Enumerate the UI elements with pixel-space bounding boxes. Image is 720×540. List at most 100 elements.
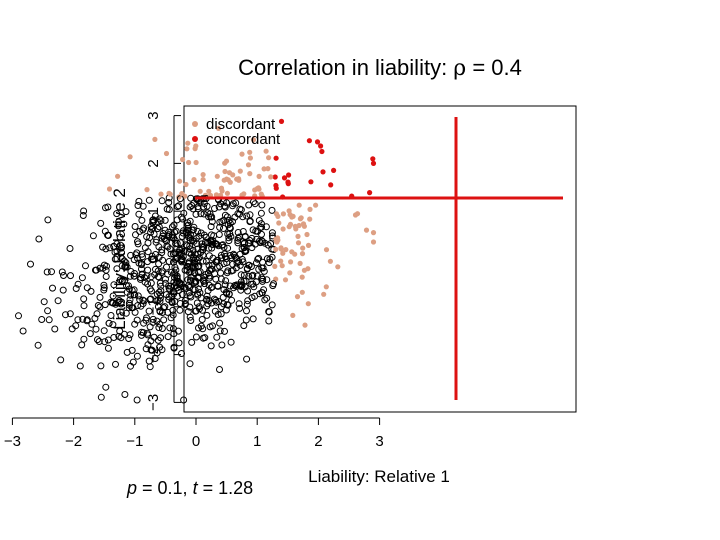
point (110, 281, 118, 289)
point (165, 199, 173, 206)
point (235, 258, 243, 265)
point (80, 335, 88, 343)
point-discordant (313, 202, 319, 208)
point-discordant (272, 263, 278, 269)
point (134, 292, 142, 300)
point (262, 223, 270, 231)
point (245, 201, 253, 209)
point (113, 247, 121, 255)
point (200, 210, 208, 218)
point-discordant (297, 260, 303, 266)
point (198, 316, 206, 323)
point (122, 263, 130, 271)
point-discordant (254, 186, 260, 192)
point (199, 257, 207, 265)
point-discordant (279, 263, 285, 269)
point (135, 197, 143, 205)
point-discordant (221, 177, 227, 183)
point-discordant (304, 231, 310, 238)
point-discordant (293, 226, 299, 232)
x-tick-label: −1 (126, 433, 143, 450)
point (153, 290, 161, 298)
point (184, 262, 191, 270)
point (227, 338, 235, 346)
point (263, 276, 271, 284)
point-discordant (214, 173, 220, 179)
point (127, 268, 135, 275)
point (188, 338, 196, 346)
point (130, 272, 138, 280)
point (96, 264, 104, 272)
point-discordant (266, 155, 272, 161)
point (215, 231, 223, 238)
point (97, 219, 105, 227)
point (146, 363, 154, 371)
point (109, 321, 117, 329)
point (154, 225, 162, 233)
point (241, 232, 249, 240)
point (40, 298, 48, 306)
point (125, 335, 133, 342)
point (224, 301, 232, 309)
point (185, 249, 193, 256)
point (145, 357, 153, 365)
point (72, 285, 80, 292)
point (215, 203, 223, 211)
x-tick-label: 3 (375, 433, 383, 450)
point (89, 232, 97, 240)
point (270, 280, 277, 288)
point (183, 242, 191, 250)
point (223, 213, 231, 221)
point-discordant (290, 213, 296, 219)
point (115, 297, 123, 304)
point-discordant (191, 177, 197, 183)
point (248, 272, 256, 280)
point (158, 246, 166, 254)
point (221, 327, 228, 335)
point (263, 255, 271, 263)
point (168, 299, 176, 307)
point (223, 301, 231, 309)
point (149, 219, 157, 226)
point (184, 224, 192, 232)
point-discordant (295, 233, 301, 239)
point (149, 216, 157, 224)
point (239, 213, 247, 221)
point (268, 206, 276, 214)
point (197, 229, 205, 237)
point (60, 272, 67, 279)
point-discordant (301, 223, 307, 229)
point-discordant (224, 190, 230, 196)
point-discordant (299, 289, 305, 295)
point (138, 216, 146, 224)
point-discordant (241, 191, 247, 197)
point (249, 271, 257, 279)
point (45, 316, 53, 324)
point (134, 240, 142, 248)
point (265, 317, 273, 325)
point (83, 284, 91, 292)
point (268, 229, 276, 237)
point-concordant (320, 169, 326, 175)
point (219, 293, 227, 301)
point (201, 334, 209, 342)
point (178, 350, 185, 357)
point (137, 274, 145, 282)
point (192, 210, 200, 218)
point (164, 333, 172, 341)
point (175, 339, 183, 347)
point (266, 255, 274, 263)
y-tick-label: 3 (145, 111, 162, 119)
point-discordant (106, 186, 113, 192)
point-discordant (247, 149, 253, 155)
point (140, 319, 148, 327)
point (115, 218, 123, 226)
point (234, 229, 242, 236)
point (166, 245, 174, 253)
point-discordant (247, 155, 253, 161)
legend-label-concordant: concordant (206, 131, 281, 148)
point-concordant (331, 167, 337, 173)
point (155, 288, 163, 296)
point (130, 286, 138, 294)
point (133, 396, 141, 404)
